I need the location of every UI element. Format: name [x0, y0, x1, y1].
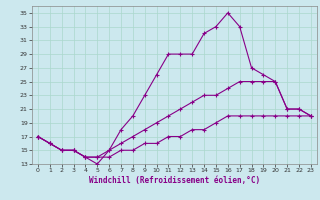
- X-axis label: Windchill (Refroidissement éolien,°C): Windchill (Refroidissement éolien,°C): [89, 176, 260, 185]
